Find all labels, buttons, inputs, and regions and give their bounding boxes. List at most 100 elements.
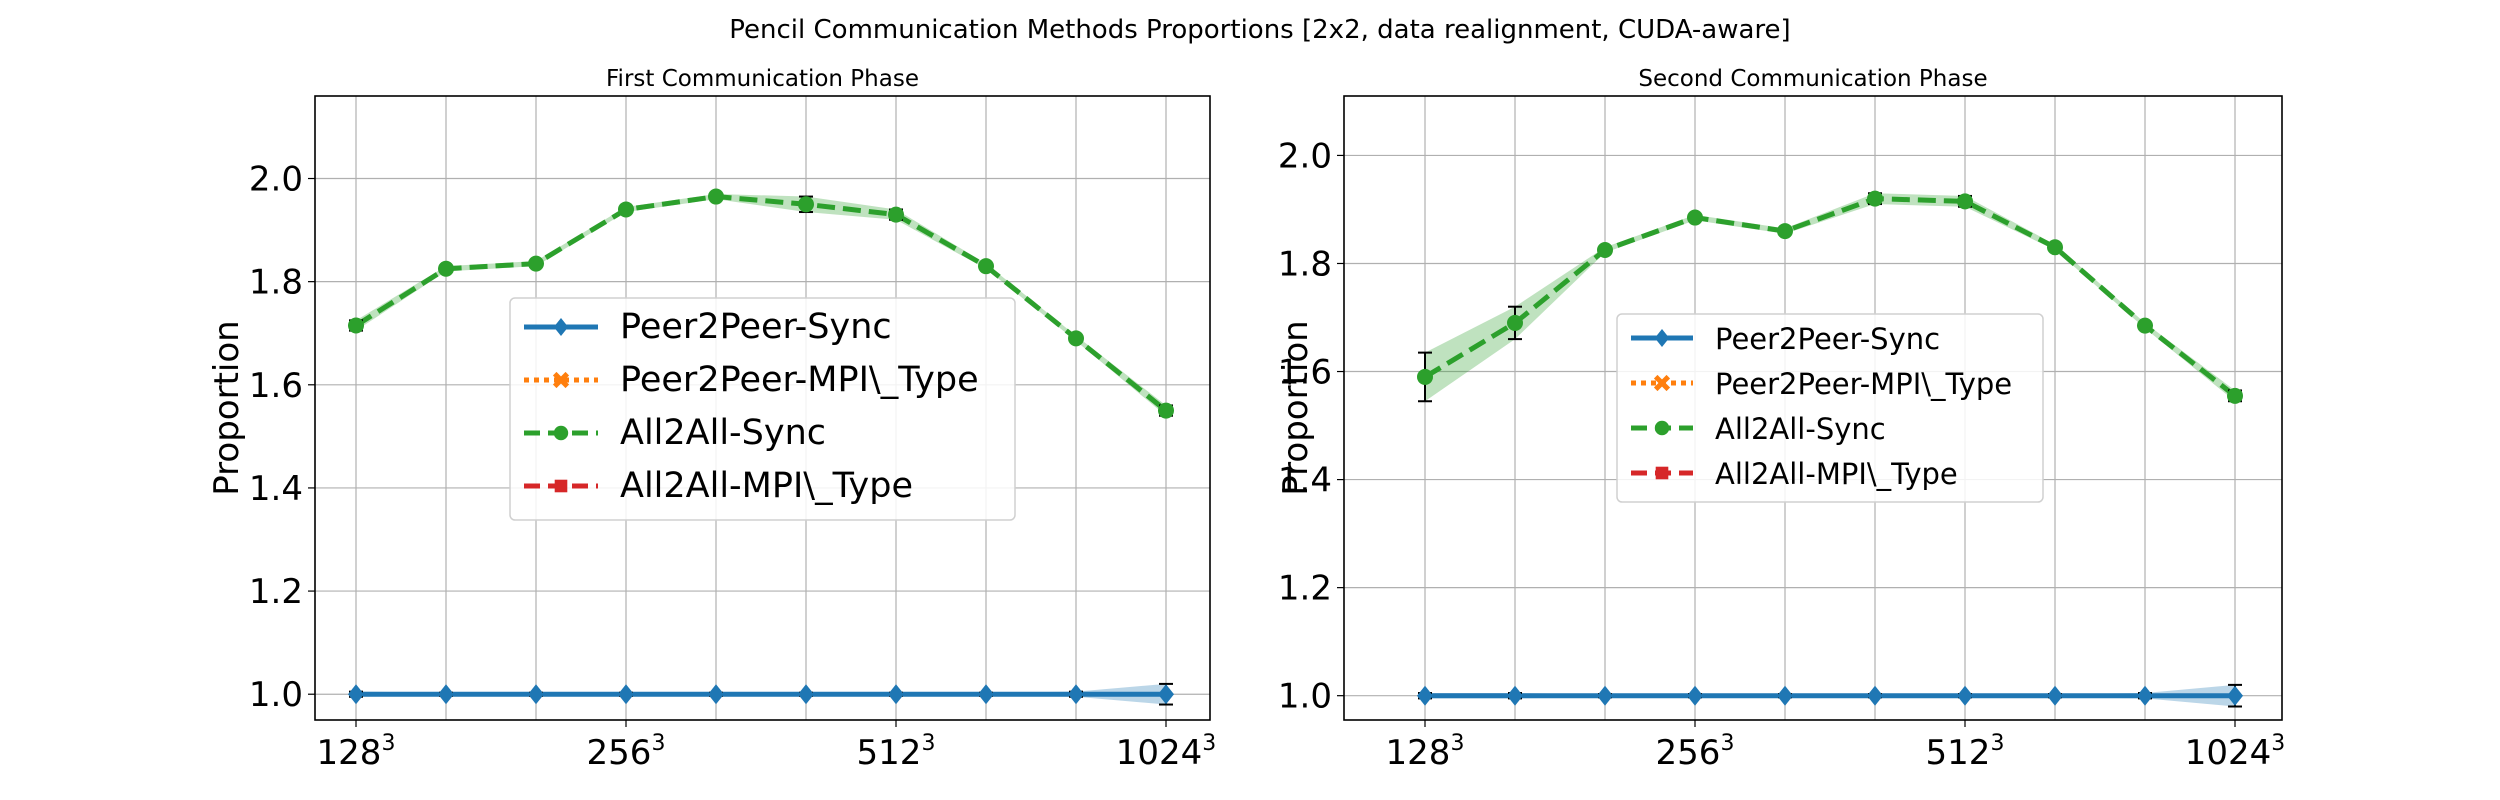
data-point — [438, 260, 454, 277]
legend-label: All2All-Sync — [620, 413, 826, 453]
x-tick-label: 10243 — [2185, 731, 2286, 773]
legend-marker — [553, 425, 569, 441]
legend-item-peer2peer_sync: Peer2Peer-Sync — [524, 307, 892, 347]
legend-item-peer2peer_mpi_type: Peer2Peer-MPI\_Type — [524, 360, 979, 400]
y-tick-label: 1.4 — [249, 469, 303, 509]
data-point — [348, 684, 364, 705]
series-line — [354, 194, 1168, 413]
data-point — [888, 206, 904, 223]
legend-label: Peer2Peer-Sync — [1715, 322, 1940, 356]
legend-item-peer2peer_mpi_type: Peer2Peer-MPI\_Type — [1631, 367, 2012, 401]
data-point — [1687, 685, 1703, 706]
subplot-2: Second Communication Phase 1.0 1.2 1.4 1.6 1.… — [1276, 66, 2285, 773]
legend-marker — [554, 479, 568, 493]
data-point — [1957, 685, 1973, 706]
data-point — [1158, 684, 1174, 705]
data-point — [618, 684, 634, 705]
legend-label: Peer2Peer-Sync — [620, 307, 892, 347]
data-point — [2047, 685, 2063, 706]
x-tick-label: 1283 — [317, 731, 396, 773]
data-point — [2227, 387, 2243, 404]
y-tick-label: 1.0 — [249, 675, 303, 715]
legend-marker — [1653, 374, 1671, 392]
legend-label: All2All-MPI\_Type — [620, 466, 913, 506]
x-tick-label: 5123 — [857, 731, 936, 773]
legend-box — [1616, 313, 2044, 503]
data-point — [1068, 684, 1084, 705]
subplot-1: First Communication Phase 1.0 1.2 1.4 1.6 1.8… — [207, 66, 1216, 773]
legend-item-all2all_sync: All2All-Sync — [524, 413, 826, 453]
series-peer2peer_sync — [1417, 683, 2243, 708]
data-point — [978, 684, 994, 705]
axes-frame — [314, 95, 1211, 721]
legend-label: Peer2Peer-MPI\_Type — [620, 360, 979, 400]
data-point — [2047, 239, 2063, 256]
legend-item-all2all_sync: All2All-Sync — [1631, 412, 1886, 446]
data-point — [1597, 685, 1613, 706]
legend-label: All2All-Sync — [1715, 412, 1886, 446]
legend-item-all2all_mpi_type: All2All-MPI\_Type — [524, 466, 913, 506]
data-point — [1068, 330, 1084, 347]
data-point — [1507, 314, 1523, 331]
y-tick-label: 2.0 — [249, 160, 303, 200]
x-tick-label: 2563 — [587, 731, 666, 773]
data-point — [2137, 685, 2153, 706]
legend-marker — [553, 318, 569, 336]
series-peer2peer_sync — [348, 682, 1174, 706]
data-point — [888, 684, 904, 705]
data-point — [528, 255, 544, 272]
series-all2all_sync — [1417, 190, 2243, 404]
y-tick-label: 1.2 — [1278, 569, 1332, 609]
legend-item-peer2peer_sync: Peer2Peer-Sync — [1631, 322, 1940, 356]
legend-item-all2all_mpi_type: All2All-MPI\_Type — [1631, 457, 1958, 491]
data-point — [1687, 209, 1703, 226]
x-tick-label: 5123 — [1926, 731, 2005, 773]
data-point — [978, 258, 994, 275]
legend-label: Peer2Peer-MPI\_Type — [1715, 367, 2012, 401]
legend: Peer2Peer-Sync Peer2Peer-MPI\_Type All2All… — [509, 297, 1016, 521]
data-point — [1867, 685, 1883, 706]
y-tick-label: 1.2 — [249, 572, 303, 612]
data-point — [798, 196, 814, 213]
y-tick-label: 1.6 — [249, 366, 303, 406]
legend-marker — [1654, 420, 1670, 436]
data-point — [618, 201, 634, 218]
legend-label: All2All-MPI\_Type — [1715, 457, 1958, 491]
y-tick-label: 1.4 — [1278, 461, 1332, 501]
data-point — [1158, 402, 1174, 419]
y-tick-label: 1.8 — [1278, 244, 1332, 284]
data-point — [1417, 685, 1433, 706]
data-point — [798, 684, 814, 705]
data-point — [438, 684, 454, 705]
subplots: First Communication Phase 1.0 1.2 1.4 1.6 1.8… — [207, 66, 2285, 773]
x-tick-label: 2563 — [1656, 731, 1735, 773]
x-tick-label: 10243 — [1116, 731, 1217, 773]
subplot-title: First Communication Phase — [606, 66, 919, 92]
series-line — [1423, 196, 2237, 398]
y-tick-label: 1.8 — [249, 263, 303, 303]
data-point — [1867, 190, 1883, 207]
y-tick-label: 1.0 — [1278, 677, 1332, 717]
series-all2all_sync — [348, 188, 1174, 419]
data-point — [1597, 241, 1613, 258]
legend-marker — [1655, 466, 1669, 480]
data-point — [708, 684, 724, 705]
y-tick-label: 1.6 — [1278, 353, 1332, 393]
data-point — [1507, 685, 1523, 706]
y-axis-label: Proportion — [207, 320, 247, 495]
data-point — [348, 317, 364, 334]
y-tick-label: 2.0 — [1278, 136, 1332, 176]
legend-marker — [1654, 329, 1670, 347]
data-point — [1777, 685, 1793, 706]
y-axis-label: Proportion — [1276, 320, 1316, 495]
data-point — [1957, 193, 1973, 210]
axes-frame — [1343, 95, 2283, 721]
data-point — [708, 188, 724, 205]
data-point — [528, 684, 544, 705]
legend-box — [509, 297, 1016, 521]
x-tick-label: 1283 — [1386, 731, 1465, 773]
data-point — [2137, 317, 2153, 334]
data-point — [1417, 368, 1433, 385]
data-point — [2227, 685, 2243, 706]
